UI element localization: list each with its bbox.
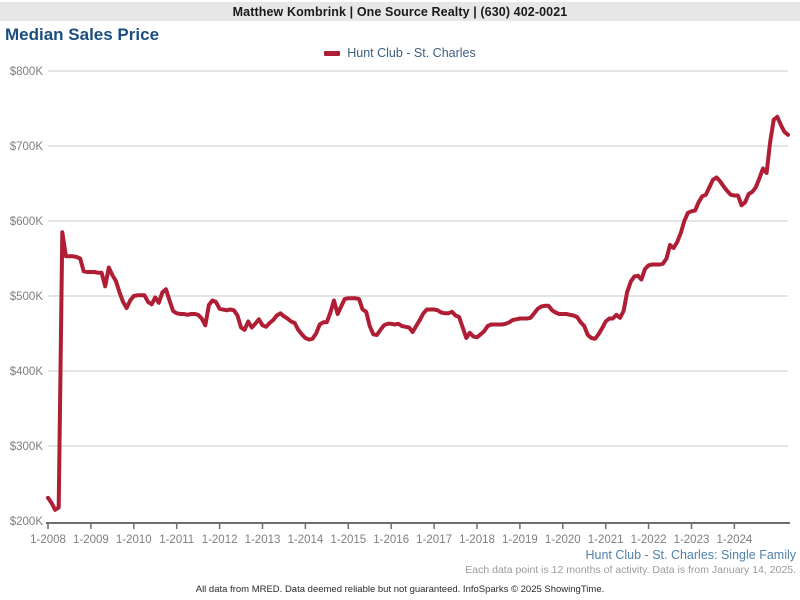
x-axis-tick-label: 1-2012 bbox=[202, 534, 238, 546]
x-axis-tick-label: 1-2011 bbox=[159, 534, 194, 546]
x-axis-tick-label: 1-2019 bbox=[502, 534, 538, 546]
x-axis-tick-label: 1-2009 bbox=[73, 534, 109, 546]
header-bar: Matthew Kombrink | One Source Realty | (… bbox=[0, 2, 800, 21]
x-axis-tick-label: 1-2021 bbox=[588, 534, 624, 546]
y-axis-tick-label: $500K bbox=[10, 291, 44, 303]
x-axis-tick-label: 1-2010 bbox=[116, 534, 152, 546]
data-note: Each data point is 12 months of activity… bbox=[465, 564, 796, 576]
chart-legend: Hunt Club - St. Charles bbox=[0, 46, 800, 60]
series-legend-label: Hunt Club - St. Charles bbox=[347, 46, 476, 60]
x-axis-tick-label: 1-2024 bbox=[716, 534, 752, 546]
y-axis-tick-label: $600K bbox=[10, 216, 44, 228]
x-axis-tick-label: 1-2013 bbox=[245, 534, 281, 546]
x-axis-tick-label: 1-2008 bbox=[30, 534, 66, 546]
y-axis-tick-label: $300K bbox=[10, 441, 44, 453]
y-axis-tick-label: $700K bbox=[10, 141, 44, 153]
x-axis-tick-label: 1-2020 bbox=[545, 534, 581, 546]
y-axis-tick-label: $800K bbox=[10, 66, 44, 78]
x-axis-tick-label: 1-2022 bbox=[631, 534, 667, 546]
disclaimer-text: All data from MRED. Data deemed reliable… bbox=[195, 584, 605, 595]
x-axis-tick-label: 1-2023 bbox=[674, 534, 710, 546]
series-color-swatch bbox=[324, 50, 341, 56]
x-axis-tick-label: 1-2015 bbox=[330, 534, 366, 546]
y-axis-tick-label: $400K bbox=[10, 366, 44, 378]
x-axis-tick-label: 1-2014 bbox=[287, 534, 323, 546]
x-axis-tick-label: 1-2017 bbox=[416, 534, 452, 546]
y-axis-tick-label: $200K bbox=[10, 516, 44, 528]
x-axis-tick-label: 1-2018 bbox=[459, 534, 495, 546]
median-price-series-line[interactable] bbox=[46, 114, 790, 512]
page-title: Median Sales Price bbox=[5, 25, 160, 44]
x-axis-tick-label: 1-2016 bbox=[373, 534, 409, 546]
series-caption: Hunt Club - St. Charles: Single Family bbox=[585, 548, 797, 562]
agent-contact-line: Matthew Kombrink | One Source Realty | (… bbox=[232, 4, 568, 19]
